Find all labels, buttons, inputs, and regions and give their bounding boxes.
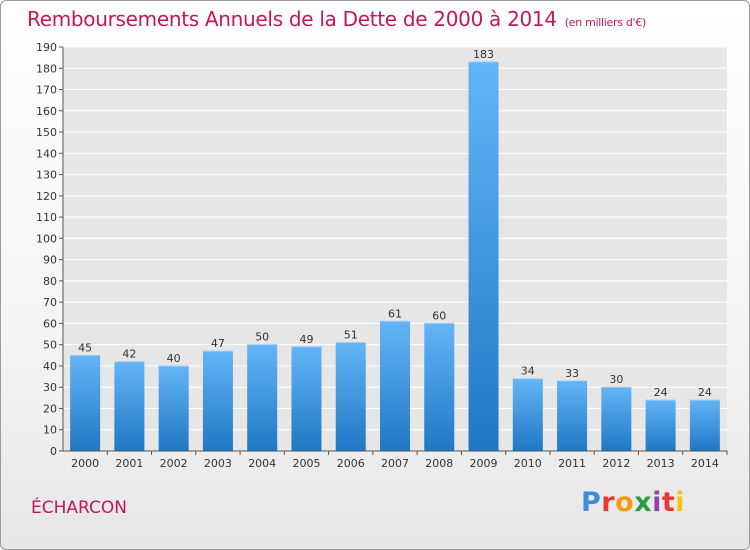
y-tick-label: 160	[36, 105, 57, 118]
bar-2013	[645, 399, 676, 451]
logo-letter: P	[581, 487, 602, 518]
y-tick-label: 170	[36, 84, 57, 97]
x-tick-label-2014: 2014	[691, 457, 719, 470]
bar-2000	[70, 355, 101, 451]
logo-letter: o	[615, 487, 635, 518]
value-label-2008: 60	[432, 309, 446, 322]
x-tick-label-2013: 2013	[647, 457, 675, 470]
value-labels: 45 42 40 47 50 49 51 61 60 183 34 33 30 24 24	[78, 48, 712, 399]
y-tick-label: 130	[36, 169, 57, 182]
value-label-2003: 47	[211, 337, 225, 350]
logo-letter: x	[634, 487, 653, 518]
value-label-2009: 183	[473, 48, 494, 61]
bar-2002	[158, 365, 189, 451]
value-label-2006: 51	[344, 329, 358, 342]
chart-title-text: Remboursements Annuels de la Dette de 20…	[27, 7, 557, 31]
y-tick-label: 60	[43, 317, 57, 330]
x-tick-label-2007: 2007	[381, 457, 409, 470]
x-tick-label-2011: 2011	[558, 457, 586, 470]
bar-2004	[247, 344, 278, 451]
y-tick-label: 90	[43, 254, 57, 267]
y-tick-label: 120	[36, 190, 57, 203]
x-tick-label-2000: 2000	[71, 457, 99, 470]
x-tick-label-2005: 2005	[292, 457, 320, 470]
bar-2009	[468, 61, 499, 451]
value-label-2002: 40	[167, 352, 181, 365]
value-label-2011: 33	[565, 367, 579, 380]
y-tick-label: 180	[36, 62, 57, 75]
x-tick-label-2004: 2004	[248, 457, 276, 470]
chart-unit: (en milliers d'€)	[564, 16, 646, 29]
x-tick-label-2009: 2009	[470, 457, 498, 470]
value-label-2005: 49	[299, 333, 313, 346]
y-tick-label: 40	[43, 360, 57, 373]
logo-letter: t	[661, 487, 676, 518]
bar-2012	[601, 387, 632, 451]
value-label-2004: 50	[255, 331, 269, 344]
bars	[70, 61, 720, 451]
value-label-2010: 34	[521, 365, 535, 378]
bar-2001	[114, 361, 145, 451]
bar-2008	[424, 323, 455, 451]
logo-letter: i	[652, 487, 662, 518]
place-name: ÉCHARCON	[31, 498, 127, 518]
logo-letter: r	[601, 487, 616, 518]
x-tick-label-2008: 2008	[425, 457, 453, 470]
y-tick-label: 100	[36, 232, 57, 245]
y-tick-label: 70	[43, 296, 57, 309]
chart-title: Remboursements Annuels de la Dette de 20…	[27, 7, 646, 31]
x-tick-label-2001: 2001	[115, 457, 143, 470]
y-tick-label: 20	[43, 402, 57, 415]
y-tick-label: 80	[43, 275, 57, 288]
x-tick-label-2010: 2010	[514, 457, 542, 470]
y-tick-label: 10	[43, 424, 57, 437]
value-label-2013: 24	[654, 386, 668, 399]
y-tick-label: 150	[36, 126, 57, 139]
x-tick-label-2002: 2002	[160, 457, 188, 470]
logo-letter: i	[675, 487, 686, 518]
x-tick-label-2003: 2003	[204, 457, 232, 470]
bar-2007	[380, 321, 410, 451]
y-tick-label: 30	[43, 381, 57, 394]
bar-2011	[557, 380, 588, 451]
y-tick-label: 140	[36, 147, 57, 160]
bar-2014	[689, 399, 720, 451]
bar-2010	[512, 378, 543, 451]
bar-2005	[291, 346, 322, 451]
x-tick-label-2006: 2006	[337, 457, 365, 470]
y-tick-label: 190	[36, 41, 57, 54]
y-tick-label: 0	[50, 445, 57, 458]
proxiti-logo: Proxiti	[581, 487, 685, 518]
bar-2006	[335, 342, 366, 451]
value-label-2014: 24	[698, 386, 712, 399]
y-tick-label: 110	[36, 211, 57, 224]
value-label-2000: 45	[78, 341, 92, 354]
y-tick-labels: 0 10 20 30 40 50 60 70 80 90 100 110 120 130 140 150 160…	[36, 41, 57, 458]
x-tick-label-2012: 2012	[602, 457, 630, 470]
x-tick-labels: 2000 2001 2002 2003 2004 2005 2006 2007 2008 2009…	[71, 451, 728, 470]
value-label-2012: 30	[609, 373, 623, 386]
y-tick-label: 50	[43, 339, 57, 352]
value-label-2001: 42	[122, 348, 136, 361]
value-label-2007: 61	[388, 307, 402, 320]
bar-2003	[202, 351, 233, 451]
